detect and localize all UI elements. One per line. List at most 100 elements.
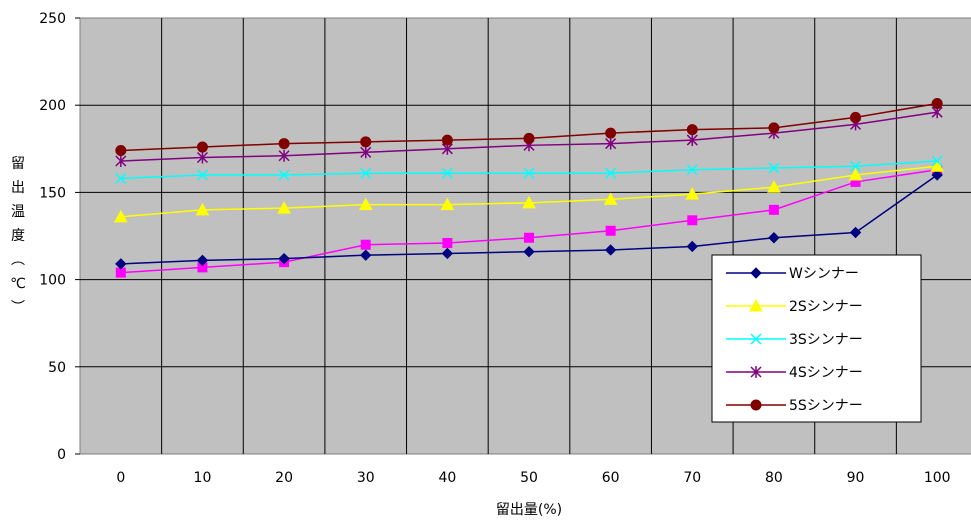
series-1: [115, 169, 943, 270]
data-point: [441, 167, 453, 179]
grid-lines: [80, 18, 971, 454]
data-point: [768, 162, 780, 174]
data-point: [360, 167, 372, 179]
x-tick-label: 50: [520, 470, 538, 486]
x-tick-label: 90: [847, 470, 865, 486]
x-axis-ticks: 0 10 20 30 40 50 60 70 80 90 100: [116, 470, 950, 486]
data-point: [848, 167, 863, 181]
data-point: [196, 151, 208, 164]
legend-marker: [749, 298, 763, 312]
data-point: [605, 225, 616, 236]
x-tick-label: 100: [924, 470, 951, 486]
y-axis-title: 留出温度 ︵ ℃ ︶: [10, 156, 26, 316]
x-tick-label: 60: [602, 470, 620, 486]
data-point: [195, 202, 210, 216]
y-axis-title-char: 度: [11, 228, 25, 244]
data-point: [768, 122, 780, 134]
data-point: [277, 201, 291, 214]
data-point: [524, 232, 534, 243]
data-point: [115, 172, 127, 184]
data-point: [849, 226, 862, 239]
y-tick-label: 0: [57, 447, 66, 463]
data-point: [522, 195, 536, 209]
legend-label: 5Sシンナー: [789, 398, 863, 414]
series-layer: [113, 97, 945, 278]
legend-label: 3Sシンナー: [789, 332, 863, 348]
data-point: [523, 132, 535, 144]
data-point: [604, 244, 617, 256]
x-tick-label: 30: [357, 470, 375, 486]
data-point: [930, 159, 945, 172]
data-point: [441, 134, 453, 146]
data-point: [360, 249, 372, 261]
data-point: [358, 197, 373, 211]
data-point: [115, 258, 127, 270]
x-tick-label: 0: [116, 470, 125, 486]
data-point: [931, 97, 943, 109]
y-tick-label: 250: [39, 11, 66, 27]
data-point: [931, 155, 943, 167]
data-point: [523, 167, 535, 179]
legend-marker: [750, 366, 762, 378]
y-axis-ticks: 0 50 100 150 200 250: [39, 11, 80, 463]
x-tick-label: 10: [194, 470, 212, 486]
data-point: [687, 215, 698, 226]
legend-marker: [750, 267, 762, 279]
data-point: [442, 237, 453, 248]
y-tick-label: 100: [39, 273, 66, 289]
x-tick-label: 40: [438, 470, 456, 486]
data-point: [605, 127, 617, 139]
data-point: [360, 239, 371, 250]
data-point: [768, 204, 779, 215]
data-point: [523, 245, 535, 258]
legend: Wシンナー 2Sシンナー 3Sシンナー 4Sシンナー 5Sシンナー: [711, 254, 922, 423]
series-5: [115, 97, 943, 157]
data-point: [685, 187, 700, 200]
legend-item: Wシンナー: [726, 266, 859, 282]
data-point: [441, 247, 454, 260]
series-3: [115, 155, 943, 184]
y-tick-label: 200: [39, 98, 66, 114]
data-point: [603, 192, 618, 205]
data-point: [115, 155, 127, 168]
data-point: [278, 169, 290, 181]
y-tick-label: 150: [39, 185, 66, 201]
y-tick-label: 50: [48, 360, 66, 376]
series-unlabeled: [115, 164, 943, 278]
data-point: [278, 149, 290, 162]
data-point: [686, 124, 698, 136]
y-axis-title-char: 留: [11, 156, 25, 172]
data-point: [605, 167, 617, 179]
data-point: [850, 111, 862, 123]
data-point: [196, 141, 208, 153]
x-tick-label: 70: [683, 470, 701, 486]
data-point: [360, 146, 372, 159]
legend-marker: [750, 333, 762, 345]
legend-item: 4Sシンナー: [726, 365, 863, 381]
x-tick-label: 80: [765, 470, 783, 486]
data-point: [278, 138, 290, 150]
legend-label: 4Sシンナー: [789, 365, 863, 381]
series-2: [113, 159, 945, 223]
legend-item: 2Sシンナー: [726, 298, 863, 315]
x-tick-label: 20: [275, 470, 293, 486]
legend-marker: [750, 399, 762, 411]
data-point: [768, 232, 780, 244]
data-point: [360, 136, 372, 148]
y-axis-title-char: ℃: [10, 276, 26, 292]
data-point: [196, 169, 208, 181]
y-axis-title-char: 温: [11, 204, 25, 220]
data-point: [196, 254, 209, 267]
legend-label: Wシンナー: [789, 266, 859, 282]
data-point: [686, 134, 698, 147]
data-point: [767, 180, 781, 193]
data-point: [440, 197, 455, 211]
data-point: [686, 240, 698, 253]
y-axis-title-char: ︶: [11, 300, 25, 316]
legend-label: 2Sシンナー: [789, 299, 863, 315]
x-axis-title: 留出量(%): [496, 502, 562, 518]
data-point: [278, 252, 290, 265]
data-point: [850, 160, 862, 172]
legend-item: 3Sシンナー: [726, 332, 863, 348]
